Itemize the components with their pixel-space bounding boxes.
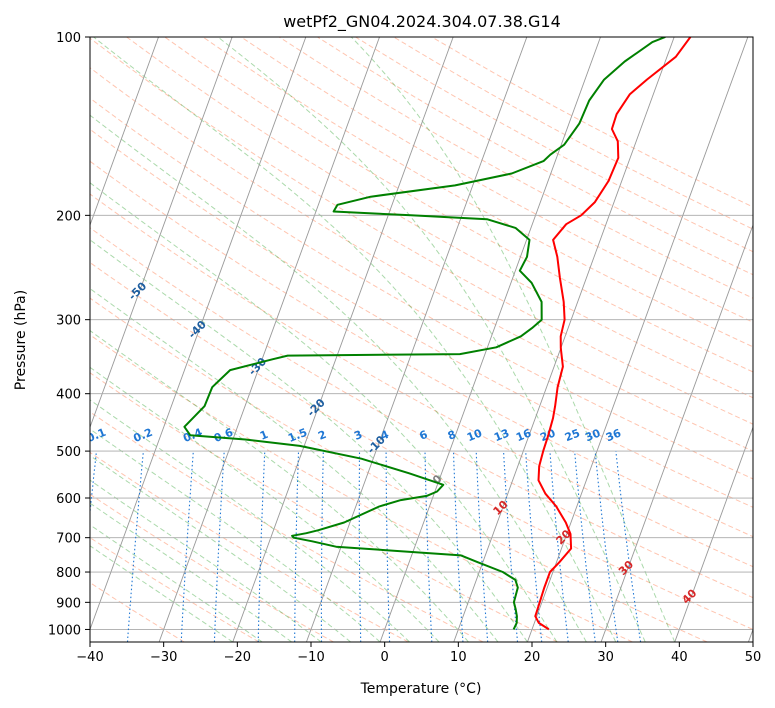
mixing-ratio-line <box>126 451 144 642</box>
moist-adiabat-line <box>90 428 381 642</box>
moist-adiabat-line <box>350 37 676 642</box>
y-tick-label: 700 <box>56 532 81 547</box>
dry-adiabat-line <box>90 297 708 642</box>
x-tick-label: −30 <box>150 650 177 665</box>
x-tick-label: 30 <box>597 650 614 665</box>
x-axis-title: Temperature (°C) <box>360 681 482 697</box>
axes: −40 −30 −20 −10 0 10 20 30 40 50 100 200 300 400 500 60… <box>48 31 761 665</box>
mixing-ratio-line <box>549 451 569 642</box>
x-tick-label: 0 <box>381 650 389 665</box>
isotherm-line <box>306 37 528 642</box>
y-tick-label: 500 <box>56 445 81 460</box>
mixing-ratio-line <box>615 451 642 642</box>
mixing-ratio-label: 3 <box>352 428 364 443</box>
moist-adiabat-line <box>90 287 499 642</box>
moist-adiabat-line <box>217 37 646 642</box>
dry-adiabat-line <box>90 37 753 425</box>
y-axis-title: Pressure (hPa) <box>13 290 29 390</box>
isotherm-line <box>90 37 233 429</box>
moist-adiabat-line <box>90 330 469 642</box>
chart-title: wetPf2_GN04.2024.304.07.38.G14 <box>283 12 561 32</box>
y-tick-label: 300 <box>56 314 81 329</box>
mixing-ratio-line <box>503 451 519 642</box>
isotherm-line <box>379 37 601 642</box>
plot-frame <box>89 36 754 643</box>
mixing-ratio-line <box>525 451 543 642</box>
moist-adiabat-line <box>90 366 440 642</box>
dry-adiabat-line <box>90 128 753 508</box>
y-tick-label: 600 <box>56 492 81 507</box>
dry-adiabat-line <box>90 97 753 480</box>
y-tick-label: 900 <box>56 596 81 611</box>
dewpoint-line <box>183 37 666 630</box>
dry-adiabat-line <box>90 537 260 642</box>
isotherm-line <box>158 37 380 642</box>
x-tick-label: 40 <box>671 650 688 665</box>
moist-adiabat-line <box>90 545 234 642</box>
moist-adiabat-line <box>90 182 558 642</box>
mixing-ratio-label: 8 <box>446 428 458 443</box>
dry-adiabat-line <box>90 227 753 599</box>
dry-adiabat-line <box>90 160 753 538</box>
isotherm-line <box>90 37 159 227</box>
isotherm-line <box>527 37 749 642</box>
mixing-ratio-label: 25 <box>563 426 582 444</box>
dry-adiabat-line <box>90 334 633 642</box>
y-tick-label: 200 <box>56 209 81 224</box>
mixing-ratio-label: 10 <box>465 426 484 444</box>
moist-adiabat-line <box>90 239 528 642</box>
mixing-ratio-label: 36 <box>604 426 623 444</box>
mixing-ratio-line <box>574 451 596 642</box>
moist-adiabat-line <box>90 399 410 642</box>
x-tick-label: −40 <box>76 650 103 665</box>
mixing-ratio-label: 2 <box>316 428 328 443</box>
moist-adiabat-line <box>90 524 263 642</box>
dry-adiabat-line <box>90 372 558 642</box>
x-tick-label: 10 <box>450 650 467 665</box>
moist-adiabat-line <box>90 455 351 642</box>
x-tick-label: 20 <box>524 650 541 665</box>
dry-adiabat-line <box>126 37 753 399</box>
background-lines <box>90 37 753 642</box>
isotherm-line <box>674 425 753 642</box>
mixing-ratio-label: 1 <box>258 428 270 443</box>
moist-adiabat-line <box>90 114 587 642</box>
isotherm-line <box>90 37 307 631</box>
dry-adiabat-line <box>278 37 753 299</box>
mixing-ratio-label: 30 <box>583 426 602 444</box>
x-tick-label: −20 <box>224 650 251 665</box>
moist-adiabat-line <box>90 502 292 642</box>
x-tick-label: 50 <box>745 650 762 665</box>
mixing-ratio-line <box>594 451 619 642</box>
mixing-ratio-line <box>90 451 98 518</box>
temperature-line <box>534 37 692 631</box>
dry-adiabat-line <box>90 411 484 642</box>
dry-adiabat-line <box>240 37 753 323</box>
isotherm-line <box>600 223 753 642</box>
moist-adiabat-line <box>93 37 617 642</box>
mixing-ratio-label: 16 <box>514 426 533 444</box>
y-tick-label: 800 <box>56 566 81 581</box>
isotherm-line <box>232 37 454 642</box>
y-tick-label: 400 <box>56 388 81 403</box>
isotherm-line <box>453 37 675 642</box>
y-tick-label: 1000 <box>48 623 81 638</box>
mixing-ratio-label: 13 <box>492 426 511 444</box>
dry-adiabat-line <box>90 67 753 452</box>
y-tick-label: 100 <box>56 31 81 46</box>
dry-adiabat-line <box>90 261 753 630</box>
x-tick-label: −10 <box>297 650 324 665</box>
profile-lines <box>183 37 692 631</box>
